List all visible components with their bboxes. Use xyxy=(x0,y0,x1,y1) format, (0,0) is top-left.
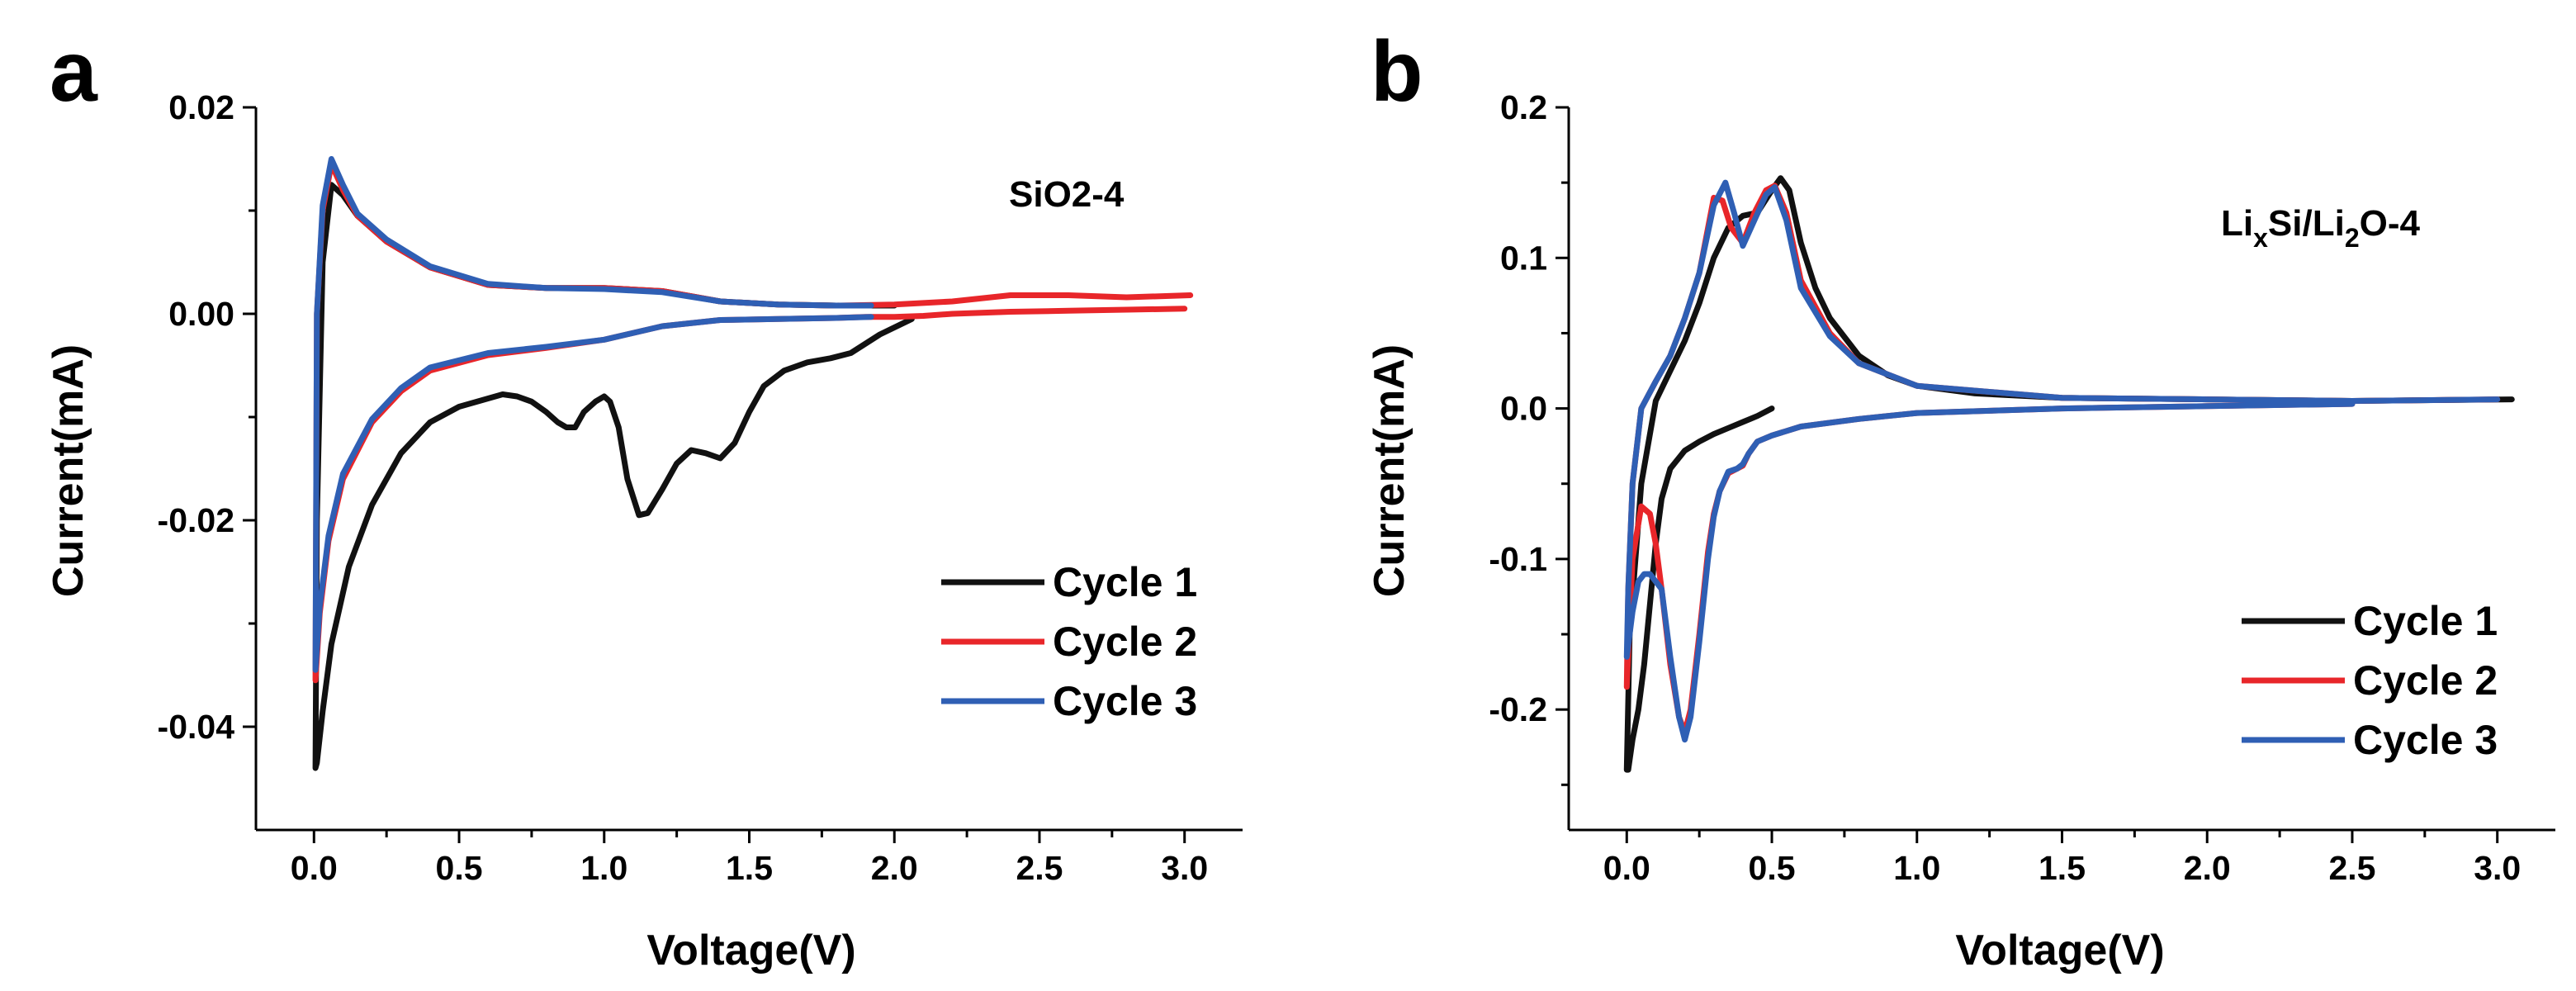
panel-a-ylabel: Current(mA) xyxy=(45,344,92,597)
panel-a-series xyxy=(312,156,1194,771)
panel-b-xlabel: Voltage(V) xyxy=(1955,927,2164,974)
panel-a-ticks: 0.0 0.5 1.0 1.5 2.0 2.5 3.0 0.02 0.00 -0.02 -0.04 xyxy=(158,88,1209,887)
y-tick-label: -0.1 xyxy=(1489,540,1547,578)
series-line-cycle-3 xyxy=(312,156,874,673)
x-tick-label: 2.0 xyxy=(2184,849,2231,887)
x-tick-label: 2.5 xyxy=(2328,849,2375,887)
y-tick-label: 0.2 xyxy=(1500,88,1547,126)
annotation-part: 2 xyxy=(2345,223,2360,253)
x-tick-label: 1.0 xyxy=(1893,849,1940,887)
panel-a-xlabel: Voltage(V) xyxy=(646,927,855,974)
legend-label-cycle-1: Cycle 1 xyxy=(2353,598,2498,644)
x-tick-label: 0.5 xyxy=(1749,849,1796,887)
x-tick-label: 2.5 xyxy=(1016,849,1063,887)
annotation-part: Li xyxy=(2221,203,2253,244)
panel-a-legend: Cycle 1 Cycle 2 Cycle 3 xyxy=(941,559,1197,724)
panel-a-annotation: SiO2-4 xyxy=(1009,174,1125,215)
x-tick-label: 3.0 xyxy=(1161,849,1208,887)
y-tick-label: -0.2 xyxy=(1489,690,1547,728)
series-line-cycle-1 xyxy=(312,182,915,771)
annotation-part: O-4 xyxy=(2360,203,2421,244)
panel-b-series xyxy=(1623,175,2515,773)
y-tick-label: -0.02 xyxy=(158,501,234,539)
legend-label-cycle-3: Cycle 3 xyxy=(2353,717,2498,763)
series-line-cycle-1 xyxy=(1623,175,2515,773)
x-tick-label: 2.0 xyxy=(871,849,918,887)
legend-label-cycle-2: Cycle 2 xyxy=(1053,619,1197,665)
y-tick-label: 0.02 xyxy=(168,88,234,126)
panel-b-legend: Cycle 1 Cycle 2 Cycle 3 xyxy=(2242,598,2498,763)
y-tick-label: 0.00 xyxy=(168,295,234,333)
legend-label-cycle-1: Cycle 1 xyxy=(1053,559,1197,605)
panel-b-ticks: 0.0 0.5 1.0 1.5 2.0 2.5 3.0 0.2 0.1 0.0 -0.1 -0.2 xyxy=(1489,88,2521,887)
panel-a: a Current(mA) Voltage(V) SiO2-4 0.0 0.5 1.… xyxy=(45,24,1243,974)
x-tick-label: 0.0 xyxy=(1603,849,1650,887)
y-tick-label: 0.1 xyxy=(1500,239,1547,277)
y-tick-label: 0.0 xyxy=(1500,390,1547,428)
x-tick-label: 0.5 xyxy=(436,849,483,887)
series-line-cycle-2 xyxy=(1623,183,2501,735)
legend-label-cycle-3: Cycle 3 xyxy=(1053,678,1197,724)
panel-b-annotation: LixSi/Li2O-4 xyxy=(2221,203,2420,253)
x-tick-label: 1.5 xyxy=(2039,849,2086,887)
x-tick-label: 3.0 xyxy=(2474,849,2521,887)
x-tick-label: 1.0 xyxy=(580,849,627,887)
legend-label-cycle-2: Cycle 2 xyxy=(2353,657,2498,704)
annotation-part: x xyxy=(2253,223,2268,253)
x-tick-label: 0.0 xyxy=(291,849,338,887)
panel-b: b Current(mA) Voltage(V) LixSi/Li2O-4 0.… xyxy=(1366,24,2555,974)
panel-a-letter: a xyxy=(50,24,98,120)
y-tick-label: -0.04 xyxy=(158,708,235,746)
x-tick-label: 1.5 xyxy=(726,849,773,887)
panel-b-ylabel: Current(mA) xyxy=(1366,344,1413,597)
annotation-part: Si/Li xyxy=(2268,203,2345,244)
panel-b-letter: b xyxy=(1371,24,1423,120)
series-line-cycle-3 xyxy=(1623,179,2501,743)
